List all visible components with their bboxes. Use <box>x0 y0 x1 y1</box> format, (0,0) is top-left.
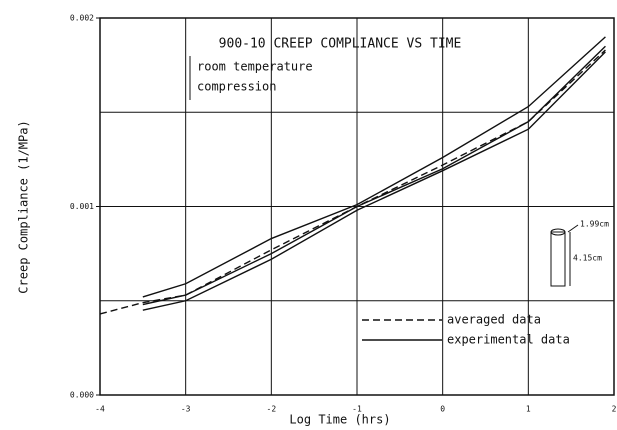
x-tick-label: 1 <box>526 405 531 414</box>
annotation: compression <box>197 80 276 94</box>
chart-title: 900-10 CREEP COMPLIANCE VS TIME <box>219 37 462 52</box>
y-axis-label: Creep Compliance (1/MPa) <box>17 120 31 293</box>
x-tick-label: -3 <box>181 405 191 414</box>
data-line <box>142 36 606 298</box>
data-line <box>142 51 606 311</box>
annotation: room temperature <box>197 60 313 74</box>
annotation: 1.99cm <box>580 220 609 229</box>
data-line <box>99 49 606 315</box>
specimen-diagram: 1.99cm 4.15cm <box>550 220 609 287</box>
legend-label: experimental data <box>447 333 570 347</box>
x-axis-label: Log Time (hrs) <box>289 413 390 427</box>
annotation: 4.15cm <box>573 254 602 263</box>
x-tick-label: 2 <box>612 405 617 414</box>
x-tick-label: 0 <box>440 405 445 414</box>
data-line <box>142 45 606 306</box>
y-tick-label: 0.000 <box>70 391 94 400</box>
x-tick-label: -1 <box>352 405 362 414</box>
y-tick-label: 0.001 <box>70 202 94 211</box>
legend-label: averaged data <box>447 313 541 327</box>
x-tick-label: -2 <box>267 405 277 414</box>
x-tick-label: -4 <box>95 405 105 414</box>
y-tick-label: 0.002 <box>70 14 94 23</box>
